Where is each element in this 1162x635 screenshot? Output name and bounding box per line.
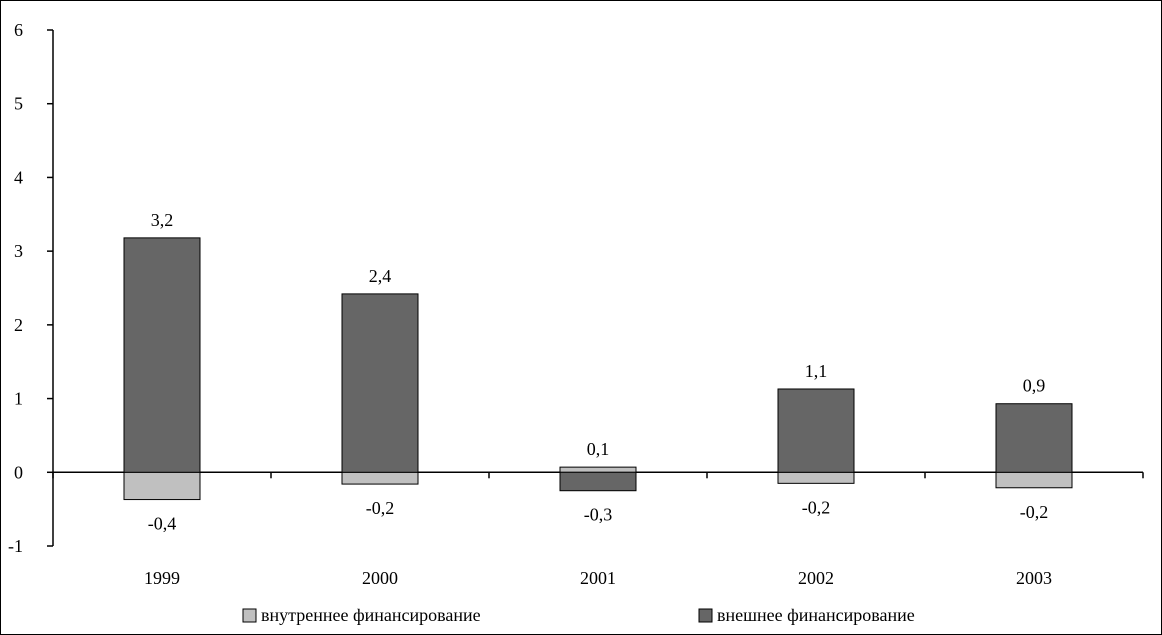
y-tick-label: 6 — [14, 20, 23, 40]
data-label-external-financing-2002: 1,1 — [805, 361, 828, 381]
x-tick-label: 2002 — [798, 568, 834, 588]
x-tick-label: 1999 — [144, 568, 180, 588]
legend-label-internal-financing: внутреннее финансирование — [261, 605, 481, 625]
data-label-external-financing-2000: 2,4 — [369, 266, 392, 286]
bars — [123, 237, 1073, 501]
data-label-external-financing-2003: 0,9 — [1023, 376, 1046, 396]
y-tick-label: 4 — [14, 167, 23, 187]
bar-external-financing-2000 — [341, 293, 419, 473]
legend-label-external-financing: внешнее финансирование — [717, 605, 915, 625]
y-tick-label: 2 — [14, 315, 23, 335]
data-label-internal-financing-1999: -0,4 — [148, 514, 177, 534]
x-axis: 1999 2000 2001 2002 2003 — [52, 471, 1144, 588]
data-label-internal-financing-2001: 0,1 — [587, 439, 610, 459]
bar-internal-financing-1999 — [123, 471, 201, 501]
legend-swatch-external-financing — [698, 608, 713, 623]
y-tick-label: -1 — [8, 536, 23, 556]
y-tick-label: 0 — [14, 462, 23, 482]
x-tick-label: 2001 — [580, 568, 616, 588]
legend: внутреннее финансирование внешнее финанси… — [242, 605, 915, 625]
bar-external-financing-2002 — [777, 388, 855, 473]
data-label-external-financing-1999: 3,2 — [151, 210, 174, 230]
data-label-external-financing-2001: -0,3 — [584, 505, 613, 525]
x-tick-label: 2000 — [362, 568, 398, 588]
y-tick-label: 5 — [14, 94, 23, 114]
data-label-internal-financing-2000: -0,2 — [366, 498, 395, 518]
y-tick-label: 3 — [14, 241, 23, 261]
bar-external-financing-1999 — [123, 237, 201, 473]
data-labels: -0,4 3,2 -0,2 2,4 0,1 -0,3 -0,2 1,1 -0,2 0,9 — [148, 210, 1049, 534]
bar-external-financing-2003 — [995, 403, 1073, 473]
bar-internal-financing-2000 — [341, 471, 419, 485]
y-axis: -1 0 1 2 3 4 5 6 — [8, 20, 54, 556]
bar-internal-financing-2001 — [559, 466, 637, 473]
y-tick-label: 1 — [14, 389, 23, 409]
legend-swatch-internal-financing — [242, 608, 257, 623]
data-label-internal-financing-2003: -0,2 — [1020, 502, 1049, 522]
bar-internal-financing-2003 — [995, 471, 1073, 489]
bar-internal-financing-2002 — [777, 471, 855, 484]
data-label-internal-financing-2002: -0,2 — [802, 497, 831, 517]
x-tick-label: 2003 — [1016, 568, 1052, 588]
bar-external-financing-2001 — [559, 471, 637, 492]
